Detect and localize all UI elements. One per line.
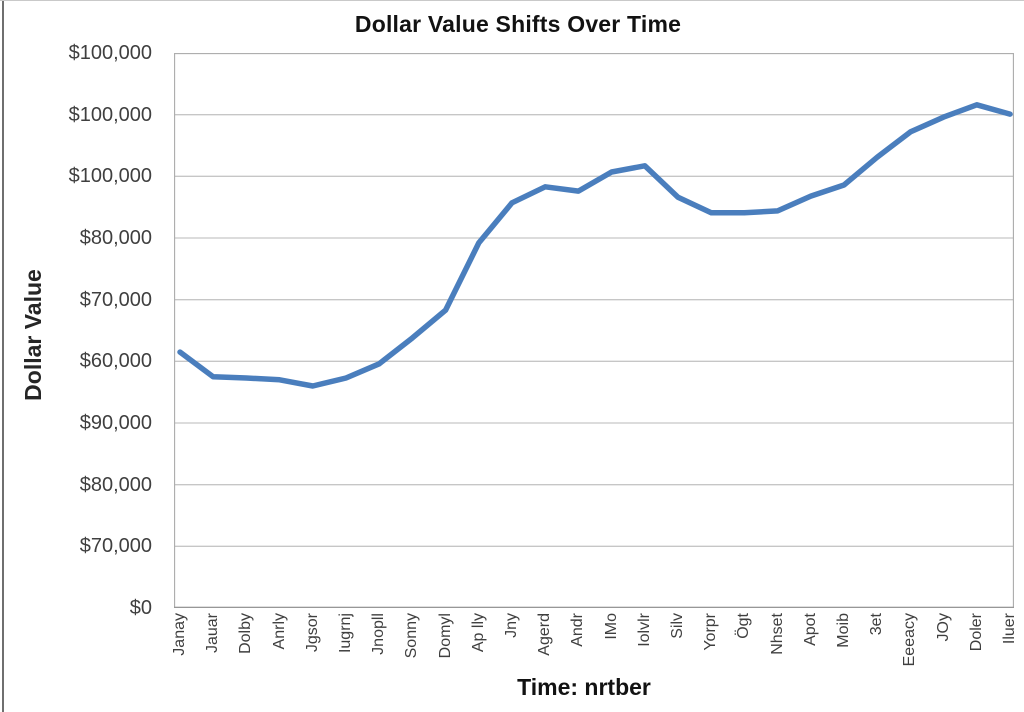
y-tick-label: $100,000 [68, 165, 152, 188]
y-tick-label: $0 [129, 597, 152, 619]
y-tick-label: $80,000 [79, 227, 152, 249]
x-tick-label: Dolby [237, 613, 255, 654]
x-tick-label: Sonny [403, 613, 421, 659]
chart-title: Dollar Value Shifts Over Time [354, 11, 682, 37]
x-tick-label: JOy [934, 613, 952, 642]
x-tick-label: Jgsor [303, 613, 321, 653]
plot-border [174, 53, 1014, 608]
x-tick-label: Domyl [436, 613, 454, 659]
x-tick-label: Apot [801, 613, 819, 646]
x-tick-label: Iolvlr [635, 613, 653, 647]
x-tick-label: IMo [602, 613, 620, 640]
x-tick-label: Moib [835, 613, 852, 648]
frame-line-left [2, 0, 4, 712]
y-tick-label: $70,000 [79, 288, 152, 311]
x-tick-label: Iugrnj [337, 613, 354, 654]
x-tick-label: Janay [171, 613, 188, 656]
x-tick-label: Agerd [536, 613, 554, 656]
x-tick-label: Iluer [1001, 613, 1018, 645]
y-tick-label: $100,000 [68, 103, 152, 126]
x-tick-label: Silv [669, 613, 686, 639]
x-tick-label: Jnopll [370, 613, 388, 655]
y-axis-title: Dollar Value [20, 269, 46, 401]
y-tick-label: $80,000 [79, 473, 152, 496]
frame-line-top [0, 0, 1024, 1]
x-tick-label: Andr [569, 613, 587, 647]
x-tick-label: Anrly [270, 613, 288, 650]
plot-area [174, 53, 1014, 608]
data-line-series [177, 102, 1013, 389]
x-tick-label: Ap lly [469, 613, 487, 653]
x-tick-label: Jauar [204, 613, 222, 654]
x-tick-label: 3et [868, 613, 886, 636]
y-tick-label: $70,000 [79, 535, 152, 558]
y-tick-label: $60,000 [79, 350, 152, 373]
x-tick-label: Nhset [768, 613, 786, 655]
x-tick-label: Ögt [735, 613, 753, 639]
x-tick-label: Jny [503, 613, 520, 638]
x-tick-label: Yorpr [702, 613, 720, 651]
x-tick-label: Doler [967, 613, 985, 652]
y-tick-label: $90,000 [79, 412, 152, 434]
x-axis-title: Time: nrtber [517, 674, 651, 700]
x-tick-label: Eeeacy [901, 613, 919, 667]
y-tick-label: $100,000 [68, 42, 152, 64]
